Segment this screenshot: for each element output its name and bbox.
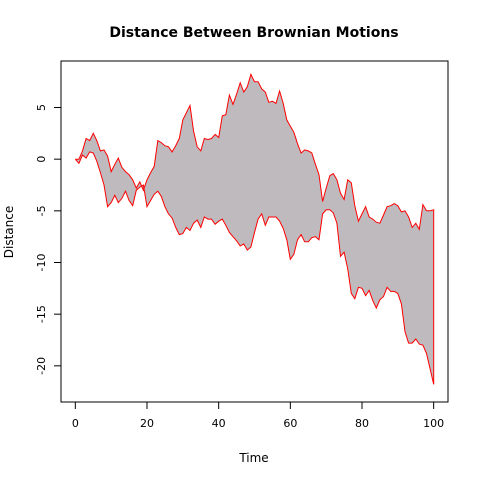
y-tick-label: -15	[35, 305, 48, 323]
x-tick-label: 80	[355, 417, 369, 430]
y-tick-label: -20	[35, 357, 48, 375]
plot-area	[74, 73, 435, 385]
x-axis: 0 20 40 60 80 100	[72, 401, 444, 430]
y-tick-label: 0	[35, 156, 48, 163]
y-axis: -20 -15 -10 -5 0 5	[35, 104, 62, 375]
x-tick-label: 60	[283, 417, 297, 430]
y-tick-label: -5	[35, 205, 48, 216]
y-tick-label: 5	[35, 104, 48, 111]
x-tick-label: 20	[140, 417, 154, 430]
x-tick-label: 40	[212, 417, 226, 430]
x-tick-label: 0	[72, 417, 79, 430]
y-axis-label: Distance	[2, 206, 16, 258]
x-axis-label: Time	[238, 451, 268, 465]
distance-band-outline	[74, 73, 435, 385]
x-tick-label: 100	[423, 417, 444, 430]
distance-band	[75, 74, 434, 385]
y-tick-label: -10	[35, 254, 48, 272]
chart-title: Distance Between Brownian Motions	[109, 25, 398, 41]
